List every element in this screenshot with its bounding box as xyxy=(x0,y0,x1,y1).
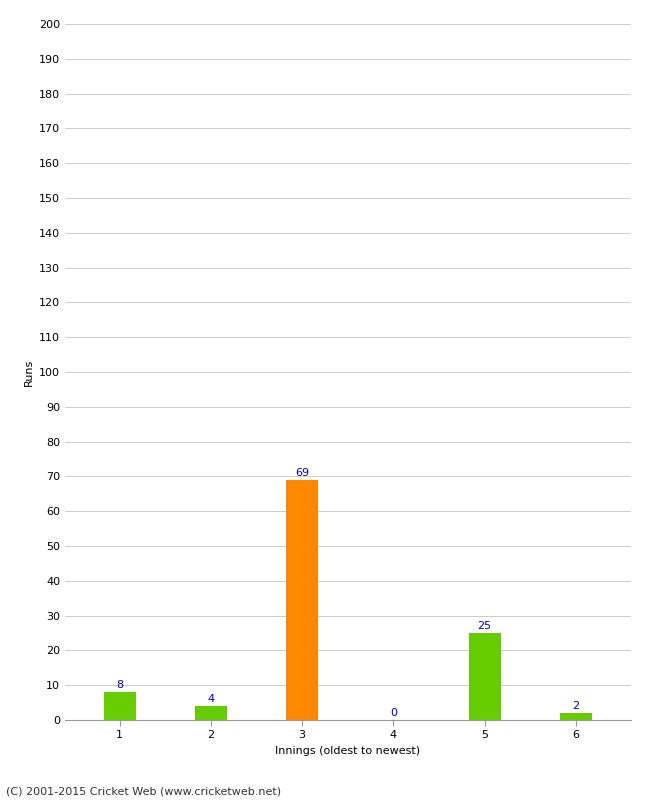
Text: 8: 8 xyxy=(116,681,124,690)
Text: 2: 2 xyxy=(572,702,579,711)
Bar xyxy=(104,692,136,720)
Text: 25: 25 xyxy=(478,622,491,631)
Bar xyxy=(560,713,592,720)
Y-axis label: Runs: Runs xyxy=(23,358,33,386)
Bar xyxy=(195,706,227,720)
Text: 0: 0 xyxy=(390,708,397,718)
Text: 69: 69 xyxy=(295,468,309,478)
Text: (C) 2001-2015 Cricket Web (www.cricketweb.net): (C) 2001-2015 Cricket Web (www.cricketwe… xyxy=(6,786,281,796)
Bar xyxy=(286,480,318,720)
X-axis label: Innings (oldest to newest): Innings (oldest to newest) xyxy=(275,746,421,756)
Bar xyxy=(469,633,500,720)
Text: 4: 4 xyxy=(207,694,214,704)
